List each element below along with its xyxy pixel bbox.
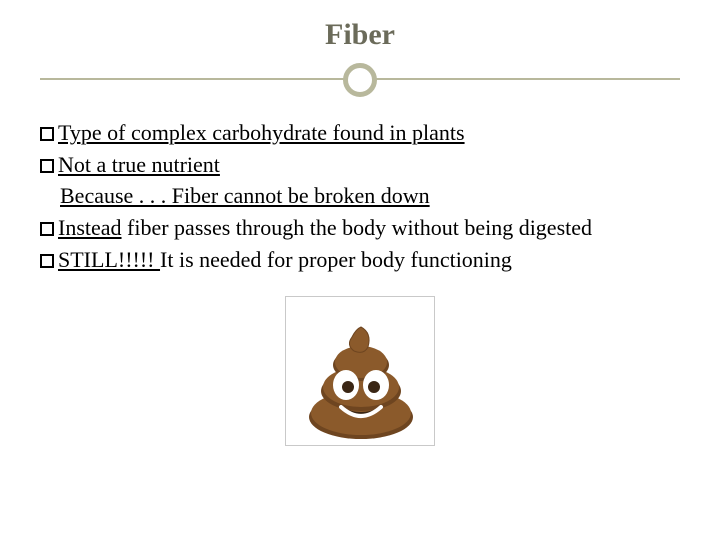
bullet-item: Not a true nutrient bbox=[40, 150, 680, 180]
bullet-item: Type of complex carbohydrate found in pl… bbox=[40, 118, 680, 148]
image-container bbox=[40, 296, 680, 455]
divider-circle-icon bbox=[343, 63, 377, 97]
bullet-square-icon bbox=[40, 159, 54, 173]
bullet-item: STILL!!!!! It is needed for proper body … bbox=[40, 245, 680, 275]
bullet-subline-text: Because . . . Fiber cannot be broken dow… bbox=[60, 183, 430, 208]
bullet-item: Instead fiber passes through the body wi… bbox=[40, 213, 680, 243]
bullet-text-underlined: Type of complex carbohydrate found in pl… bbox=[58, 120, 465, 145]
bullet-subline: Because . . . Fiber cannot be broken dow… bbox=[60, 181, 680, 211]
bullet-square-icon bbox=[40, 254, 54, 268]
bullet-text-underlined: Instead bbox=[58, 215, 122, 240]
bullet-text-plain: fiber passes through the body without be… bbox=[122, 215, 592, 240]
slide-title: Fiber bbox=[40, 18, 680, 52]
slide-body: Type of complex carbohydrate found in pl… bbox=[40, 118, 680, 455]
title-divider bbox=[40, 60, 680, 100]
bullet-text-plain: It is needed for proper body functioning bbox=[160, 247, 512, 272]
bullet-square-icon bbox=[40, 127, 54, 141]
bullet-text-underlined: STILL!!!!! bbox=[58, 247, 160, 272]
bullet-text-underlined: Not a true nutrient bbox=[58, 152, 220, 177]
bullet-square-icon bbox=[40, 222, 54, 236]
slide: Fiber Type of complex carbohydrate found… bbox=[0, 0, 720, 540]
poop-emoji-icon bbox=[285, 296, 435, 446]
